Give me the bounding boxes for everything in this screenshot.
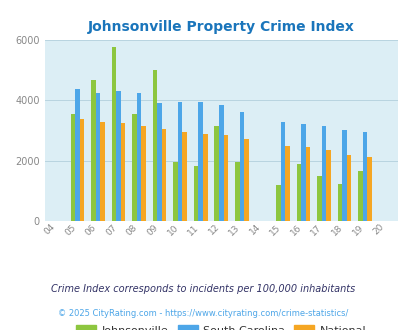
Bar (198, 102, 202, 221)
Bar (305, 147, 309, 221)
Bar (153, 70, 157, 221)
Bar (223, 135, 228, 221)
Text: © 2025 CityRating.com - https://www.cityrating.com/crime-statistics/: © 2025 CityRating.com - https://www.city… (58, 309, 347, 318)
Bar (357, 172, 362, 221)
Bar (284, 147, 289, 221)
Bar (91, 81, 96, 221)
Bar (162, 129, 166, 221)
Bar (316, 176, 321, 221)
Bar (79, 119, 84, 221)
Bar (111, 47, 116, 221)
Bar (136, 92, 141, 221)
Bar (362, 132, 367, 221)
Bar (337, 184, 341, 221)
Bar (132, 114, 136, 221)
Bar (325, 150, 330, 221)
Bar (96, 92, 100, 221)
Bar (75, 88, 79, 221)
Bar (321, 125, 325, 221)
Legend: Johnsonville, South Carolina, National: Johnsonville, South Carolina, National (72, 321, 370, 330)
Bar (296, 164, 301, 221)
Bar (367, 157, 371, 221)
Bar (202, 134, 207, 221)
Bar (280, 122, 284, 221)
Bar (70, 114, 75, 221)
Title: Johnsonville Property Crime Index: Johnsonville Property Crime Index (87, 20, 354, 34)
Bar (157, 103, 162, 221)
Bar (194, 166, 198, 221)
Bar (275, 185, 280, 221)
Bar (173, 162, 177, 221)
Bar (218, 105, 223, 221)
Bar (100, 121, 104, 221)
Bar (116, 91, 121, 221)
Bar (243, 139, 248, 221)
Bar (301, 124, 305, 221)
Bar (177, 102, 182, 221)
Bar (234, 161, 239, 221)
Bar (346, 154, 350, 221)
Bar (239, 112, 243, 221)
Text: Crime Index corresponds to incidents per 100,000 inhabitants: Crime Index corresponds to incidents per… (51, 284, 354, 294)
Bar (141, 126, 145, 221)
Bar (182, 132, 187, 221)
Bar (121, 123, 125, 221)
Bar (214, 126, 218, 221)
Bar (341, 130, 346, 221)
